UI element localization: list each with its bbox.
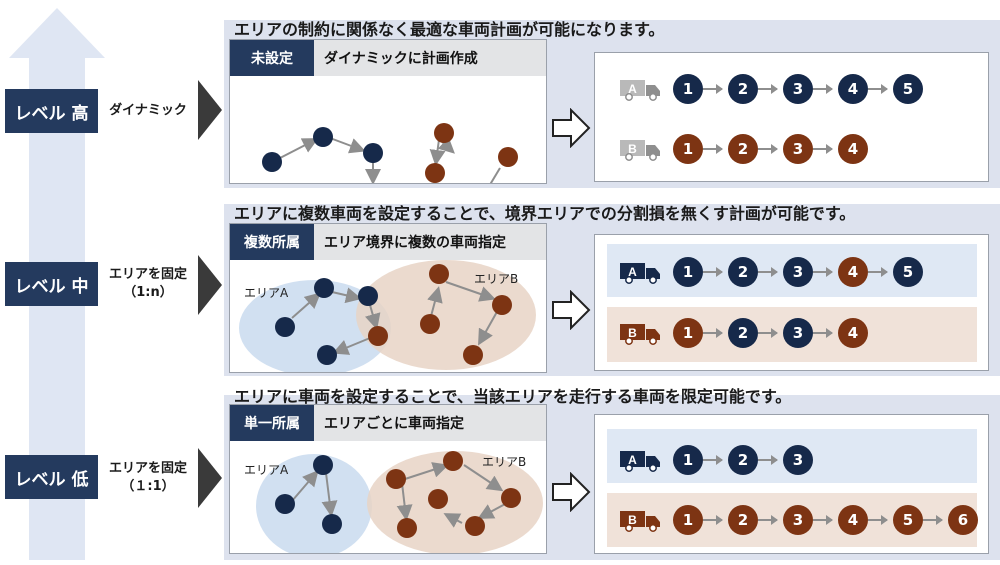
chevron-right-icon <box>198 255 222 315</box>
panel-tag: 単一所属 <box>230 405 314 441</box>
panel-tag: 未設定 <box>230 40 314 76</box>
route-link-arrow <box>758 144 778 154</box>
level-mid-desc-line1: エリアを固定 <box>108 267 187 282</box>
route-stop: 1 <box>673 505 703 535</box>
route-link-arrow <box>758 328 778 338</box>
section-title-3: エリアに車両を設定することで、当該エリアを走行する車両を限定可能です。 <box>234 387 792 406</box>
svg-text:A: A <box>628 453 637 467</box>
route-diagram-unassigned <box>262 123 518 183</box>
level-low-desc-line2: （１:1） <box>121 479 175 494</box>
outline-arrow-icon <box>552 108 591 148</box>
svg-text:B: B <box>628 142 637 156</box>
chevron-right-icon <box>198 448 222 508</box>
route-link-arrow <box>868 515 888 525</box>
vehicle-plan-panel-2 <box>594 234 989 371</box>
route-link-arrow <box>758 267 778 277</box>
route-stop: 2 <box>728 134 758 164</box>
level-high-label: レベル 高 <box>5 89 98 133</box>
route-link-arrow <box>758 455 778 465</box>
panel-heading: ダイナミックに計画作成 <box>314 40 546 76</box>
route-link-arrow <box>758 515 778 525</box>
route-stop: 1 <box>673 318 703 348</box>
route-link-arrow <box>758 84 778 94</box>
route-stop: 4 <box>838 134 868 164</box>
level-low-desc: エリアを固定 （１:1） <box>98 460 198 496</box>
panel-heading: エリアごとに車両指定 <box>314 405 546 441</box>
route-stop: 3 <box>783 134 813 164</box>
panel-single-assigned: 単一所属 エリアごとに車両指定 エリアA エリアB <box>229 404 547 554</box>
route-stop: 5 <box>893 505 923 535</box>
route-stop: 4 <box>838 257 868 287</box>
outline-arrow-icon <box>552 472 591 512</box>
route-stop: 6 <box>948 505 978 535</box>
route-stop: 3 <box>783 318 813 348</box>
panel-multi-assigned: 複数所属 エリア境界に複数の車両指定 エリアA エリアB <box>229 223 547 373</box>
route-link-arrow <box>703 515 723 525</box>
route-link-arrow <box>703 144 723 154</box>
route-link-arrow <box>813 267 833 277</box>
area-b-label: エリアB <box>482 455 527 469</box>
truck-icon: B <box>620 323 662 349</box>
level-mid-desc-line2: （1:n） <box>123 285 173 300</box>
level-mid-label: レベル 中 <box>5 262 98 306</box>
route-link-arrow <box>703 84 723 94</box>
level-low-label: レベル 低 <box>5 455 98 499</box>
route-stop: 2 <box>728 257 758 287</box>
truck-icon: B <box>620 139 662 165</box>
area-b-label: エリアB <box>474 272 519 286</box>
level-high-desc: ダイナミック <box>109 103 187 118</box>
route-link-arrow <box>703 455 723 465</box>
route-stop: 5 <box>893 74 923 104</box>
route-stop: 1 <box>673 74 703 104</box>
route-diagram-single <box>256 451 543 553</box>
route-stop: 2 <box>728 445 758 475</box>
route-link-arrow <box>813 515 833 525</box>
truck-icon: A <box>620 79 662 105</box>
route-stop: 3 <box>783 505 813 535</box>
route-stop: 3 <box>783 74 813 104</box>
route-link-arrow <box>703 328 723 338</box>
truck-icon: B <box>620 510 662 536</box>
area-a-label: エリアA <box>244 286 289 300</box>
truck-icon: A <box>620 450 662 476</box>
route-stop: 4 <box>838 74 868 104</box>
section-title-1: エリアの制約に関係なく最適な車両計画が可能になります。 <box>234 20 665 39</box>
level-low-desc-line1: エリアを固定 <box>108 461 187 476</box>
route-stop: 2 <box>728 318 758 348</box>
route-stop: 1 <box>673 134 703 164</box>
route-diagram-multi <box>239 260 536 372</box>
svg-text:A: A <box>628 82 637 96</box>
chevron-right-icon <box>198 80 222 140</box>
svg-text:A: A <box>628 265 637 279</box>
panel-unassigned: 未設定 ダイナミックに計画作成 <box>229 39 547 184</box>
route-stop: 2 <box>728 505 758 535</box>
route-link-arrow <box>813 84 833 94</box>
panel-tag: 複数所属 <box>230 224 314 260</box>
route-stop: 3 <box>783 257 813 287</box>
route-stop: 3 <box>783 445 813 475</box>
area-a-label: エリアA <box>244 463 289 477</box>
route-stop: 2 <box>728 74 758 104</box>
svg-text:B: B <box>628 513 637 527</box>
outline-arrow-icon <box>552 290 591 330</box>
route-stop: 4 <box>838 505 868 535</box>
route-stop: 5 <box>893 257 923 287</box>
route-link-arrow <box>813 144 833 154</box>
truck-icon: A <box>620 262 662 288</box>
route-link-arrow <box>868 84 888 94</box>
panel-heading: エリア境界に複数の車両指定 <box>314 224 546 260</box>
svg-text:B: B <box>628 326 637 340</box>
route-link-arrow <box>923 515 943 525</box>
section-title-2: エリアに複数車両を設定することで、境界エリアでの分割損を無くす計画が可能です。 <box>234 204 856 223</box>
route-stop: 1 <box>673 257 703 287</box>
route-link-arrow <box>813 328 833 338</box>
route-link-arrow <box>703 267 723 277</box>
route-stop: 1 <box>673 445 703 475</box>
level-mid-desc: エリアを固定 （1:n） <box>98 266 198 302</box>
route-link-arrow <box>868 267 888 277</box>
route-stop: 4 <box>838 318 868 348</box>
